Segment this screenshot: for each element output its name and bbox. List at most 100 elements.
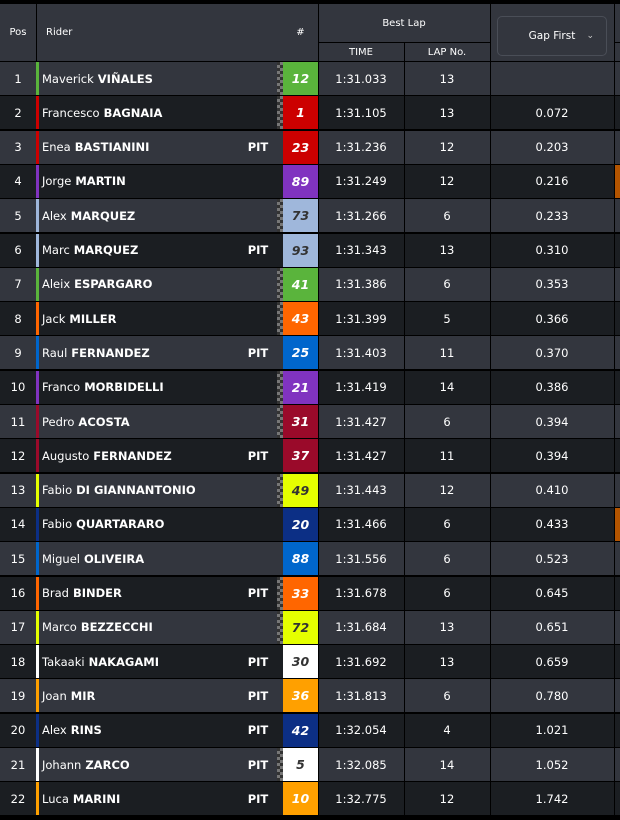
position: 12 bbox=[10, 448, 26, 463]
pit-badge: PIT bbox=[247, 654, 269, 669]
table-row[interactable]: 6 Marc MARQUEZ PIT 93 1:31.343 13 0.310 bbox=[0, 233, 620, 267]
best-lap-time: 1:31.236 bbox=[335, 140, 387, 155]
best-lap-time: 1:32.775 bbox=[335, 791, 387, 806]
gap-first: 0.386 bbox=[535, 380, 569, 395]
rider-first-name: Augusto bbox=[42, 448, 90, 463]
chevron-down-icon: ⌄ bbox=[586, 31, 594, 41]
rider-name: Jack MILLER bbox=[42, 302, 242, 335]
best-lap-time: 1:31.033 bbox=[335, 71, 387, 86]
table-row[interactable]: 3 Enea BASTIANINI PIT 23 1:31.236 12 0.20… bbox=[0, 130, 620, 164]
table-row[interactable]: 10 Franco MORBIDELLI 21 1:31.419 14 0.386 bbox=[0, 370, 620, 404]
table-row[interactable]: 5 Alex MARQUEZ 73 1:31.266 6 0.233 bbox=[0, 199, 620, 233]
gap-first: 0.072 bbox=[535, 105, 569, 120]
header-best-lap: Best Lap bbox=[382, 17, 426, 29]
rider-first-name: Franco bbox=[42, 380, 81, 395]
team-color-strip bbox=[36, 302, 39, 336]
team-color-strip bbox=[36, 130, 39, 164]
best-lap-number: 6 bbox=[443, 208, 451, 223]
rider-number: 88 bbox=[283, 542, 318, 576]
table-row[interactable]: 15 Miguel OLIVEIRA 88 1:31.556 6 0.523 bbox=[0, 542, 620, 576]
position: 10 bbox=[10, 380, 26, 395]
best-lap-time: 1:31.419 bbox=[335, 380, 387, 395]
gap-first: 0.353 bbox=[535, 277, 569, 292]
best-lap-time: 1:31.249 bbox=[335, 174, 387, 189]
position: 14 bbox=[10, 517, 26, 532]
table-row[interactable]: 1 Maverick VIÑALES 12 1:31.033 13 bbox=[0, 62, 620, 95]
rider-last-name: QUARTARARO bbox=[76, 517, 165, 532]
table-row[interactable]: 7 Aleix ESPARGARO 41 1:31.386 6 0.353 bbox=[0, 267, 620, 301]
rider-name: Fabio QUARTARARO bbox=[42, 508, 242, 541]
team-color-strip bbox=[36, 439, 39, 473]
table-row[interactable]: 2 Francesco BAGNAIA 1 1:31.105 13 0.072 bbox=[0, 96, 620, 130]
pit-badge: PIT bbox=[247, 757, 269, 772]
team-color-strip bbox=[36, 405, 39, 438]
rider-last-name: BASTIANINI bbox=[74, 140, 150, 155]
rider-first-name: Jorge bbox=[42, 174, 72, 189]
table-row[interactable]: 8 Jack MILLER 43 1:31.399 5 0.366 bbox=[0, 302, 620, 336]
best-lap-number: 13 bbox=[439, 243, 455, 257]
position: 5 bbox=[14, 208, 22, 223]
rider-name: Luca MARINI bbox=[42, 782, 242, 815]
gap-dropdown[interactable]: Gap First ⌄ bbox=[497, 16, 607, 56]
rider-first-name: Takaaki bbox=[42, 654, 85, 669]
best-lap-time: 1:31.105 bbox=[335, 105, 387, 120]
position: 20 bbox=[10, 723, 26, 738]
gap-first: 0.233 bbox=[535, 208, 569, 223]
table-row[interactable]: 17 Marco BEZZECCHI 72 1:31.684 13 0.651 bbox=[0, 610, 620, 644]
rider-first-name: Raul bbox=[42, 345, 68, 360]
rider-last-name: MILLER bbox=[69, 311, 117, 326]
rider-first-name: Francesco bbox=[42, 105, 100, 120]
status-marker bbox=[615, 507, 620, 541]
position: 3 bbox=[14, 140, 22, 155]
pit-badge bbox=[240, 474, 276, 507]
position: 18 bbox=[10, 654, 26, 669]
team-color-strip bbox=[36, 713, 39, 747]
best-lap-time: 1:31.403 bbox=[335, 345, 387, 360]
rider-number: 72 bbox=[283, 610, 318, 644]
pit-badge: PIT bbox=[247, 448, 269, 463]
best-lap-number: 13 bbox=[439, 105, 455, 120]
best-lap-time: 1:31.813 bbox=[335, 688, 387, 703]
table-row[interactable]: 11 Pedro ACOSTA 31 1:31.427 6 0.394 bbox=[0, 405, 620, 438]
rider-number: 21 bbox=[283, 370, 318, 404]
rider-last-name: DI GIANNANTONIO bbox=[76, 483, 196, 498]
position: 7 bbox=[14, 277, 22, 292]
pit-badge bbox=[240, 96, 276, 129]
pit-badge bbox=[240, 199, 276, 232]
rider-number: 12 bbox=[283, 62, 318, 95]
gap-first: 0.310 bbox=[535, 243, 569, 257]
gap-first: 0.659 bbox=[535, 654, 569, 669]
best-lap-time: 1:31.386 bbox=[335, 277, 387, 292]
rider-name: Enea BASTIANINI bbox=[42, 131, 242, 164]
pit-badge: PIT bbox=[247, 791, 269, 806]
table-row[interactable]: 20 Alex RINS PIT 42 1:32.054 4 1.021 bbox=[0, 713, 620, 747]
rider-number: 43 bbox=[283, 302, 318, 336]
team-color-strip bbox=[36, 507, 39, 541]
rider-name: Johann ZARCO bbox=[42, 748, 242, 781]
rider-last-name: RINS bbox=[70, 723, 102, 738]
table-row[interactable]: 9 Raul FERNANDEZ PIT 25 1:31.403 11 0.370 bbox=[0, 336, 620, 370]
rider-name: Joan MIR bbox=[42, 679, 242, 712]
table-row[interactable]: 21 Johann ZARCO PIT 5 1:32.085 14 1.052 bbox=[0, 748, 620, 781]
table-row[interactable]: 13 Fabio DI GIANNANTONIO 49 1:31.443 12 0… bbox=[0, 473, 620, 507]
rider-name: Marc MARQUEZ bbox=[42, 234, 242, 267]
rider-last-name: OLIVEIRA bbox=[83, 551, 145, 566]
pit-badge bbox=[240, 268, 276, 301]
team-color-strip bbox=[36, 645, 39, 679]
table-row[interactable]: 14 Fabio QUARTARARO 20 1:31.466 6 0.433 bbox=[0, 507, 620, 541]
team-color-strip bbox=[36, 336, 39, 370]
table-row[interactable]: 4 Jorge MARTIN 89 1:31.249 12 0.216 bbox=[0, 164, 620, 198]
rider-number: 42 bbox=[283, 713, 318, 747]
rider-number: 49 bbox=[283, 473, 318, 507]
table-row[interactable]: 22 Luca MARINI PIT 10 1:32.775 12 1.742 bbox=[0, 782, 620, 816]
rider-number: 33 bbox=[283, 576, 318, 610]
table-row[interactable]: 12 Augusto FERNANDEZ PIT 37 1:31.427 11 0… bbox=[0, 439, 620, 473]
rider-first-name: Maverick bbox=[42, 71, 94, 86]
rider-name: Jorge MARTIN bbox=[42, 165, 242, 198]
table-row[interactable]: 19 Joan MIR PIT 36 1:31.813 6 0.780 bbox=[0, 679, 620, 713]
table-row[interactable]: 16 Brad BINDER PIT 33 1:31.678 6 0.645 bbox=[0, 576, 620, 610]
gap-first: 1.742 bbox=[535, 791, 569, 806]
table-row[interactable]: 18 Takaaki NAKAGAMI PIT 30 1:31.692 13 0.… bbox=[0, 645, 620, 679]
position: 4 bbox=[14, 174, 22, 189]
rider-number: 36 bbox=[283, 679, 318, 713]
